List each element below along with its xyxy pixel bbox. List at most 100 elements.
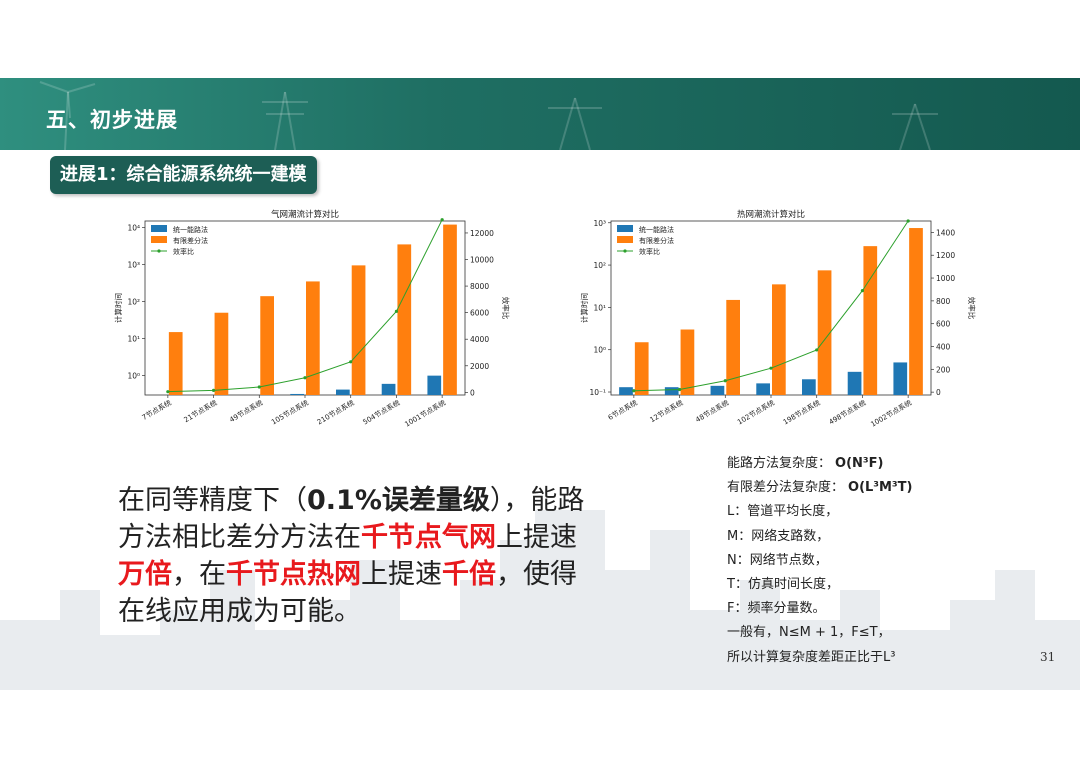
bar-统一能路法 [664, 387, 679, 395]
note-line-9: 所以计算复杂度差距正比于L³ [727, 649, 896, 665]
legend-label: 统一能路法 [639, 225, 674, 234]
x-tick-label: 1001节点系统 [403, 398, 447, 429]
legend-label: 统一能路法 [173, 225, 208, 234]
bar-有限差分法 [863, 246, 878, 395]
y2-tick-label: 600 [936, 320, 951, 329]
main-text-1: 在同等精度下（ [118, 485, 307, 516]
note-line-1: 能路方法复杂度： O(N³F) [727, 452, 912, 476]
note-line-2: 有限差分法复杂度： O(L³M³T) [727, 476, 912, 500]
bar-有限差分法 [680, 329, 695, 395]
note-line-8: 一般有，N≤M + 1，F≤T， [727, 625, 891, 641]
legend-swatch [151, 225, 167, 232]
bar-有限差分法 [817, 270, 832, 395]
banner-decoration [39, 81, 938, 150]
x-tick-label: 48节点系统 [694, 398, 730, 424]
y-tick-label: 10³ [127, 261, 140, 270]
gas-network-chart-svg: 气网潮流计算对比 10⁰ 10¹ 10² 10³ 10⁴ 0 2000 4000 6000 8000… [113, 209, 511, 429]
x-tick-label: 7节点系统 [140, 398, 173, 422]
efficiency-point [677, 387, 682, 392]
subtitle-badge: 进展1：综合能源系统统一建模 [50, 156, 317, 194]
heat-network-chart-svg: 热网潮流计算对比 10⁻¹ 10⁰ 10¹ 10² 10³ 0 200 400 600 800 100… [579, 209, 977, 429]
main-text-2: ），能路方法相比差分方法在 [118, 485, 585, 553]
legend-swatch-point [157, 249, 161, 253]
x-tick-label: 102节点系统 [736, 398, 776, 426]
bar-统一能路法 [290, 393, 304, 395]
efficiency-point [394, 309, 399, 313]
y-tick-label: 10¹ [593, 303, 606, 312]
x-tick-label: 198节点系统 [781, 398, 821, 426]
note-line-4: M：网络支路数， [727, 528, 830, 544]
x-tick-label: 1002节点系统 [869, 398, 913, 429]
x-tick-label: 21节点系统 [182, 398, 218, 424]
efficiency-point [303, 376, 307, 380]
legend-label: 有限差分法 [173, 236, 208, 245]
x-tick-label: 498节点系统 [827, 398, 867, 426]
legend-label: 效率比 [639, 247, 660, 256]
bar-统一能路法 [802, 379, 816, 395]
x-tick-label: 504节点系统 [361, 398, 401, 426]
bar-有限差分法 [772, 284, 786, 395]
x-tick-label: 6节点系统 [606, 398, 639, 422]
note-fd-label: 有限差分法复杂度： [727, 480, 845, 496]
bar-有限差分法 [214, 312, 229, 395]
bar-有限差分法 [351, 265, 366, 395]
y2-tick-label: 0 [936, 388, 941, 397]
y-tick-label: 10³ [593, 219, 606, 228]
bar-统一能路法 [381, 383, 396, 395]
y2-tick-label: 8000 [470, 282, 489, 291]
legend-label: 有限差分法 [639, 236, 674, 245]
y2-axis-label: 效率比 [967, 297, 977, 320]
main-text-5: 上提速 [361, 559, 442, 590]
bar-有限差分法 [397, 244, 412, 395]
bar-有限差分法 [443, 224, 457, 395]
efficiency-point [906, 219, 910, 223]
bar-统一能路法 [893, 362, 908, 395]
y2-tick-label: 400 [936, 343, 951, 352]
note-energy-path-formula: O(N³F) [835, 456, 884, 471]
main-text-6: ，使得在线应用成为可能。 [118, 559, 577, 627]
y-tick-label: 10⁴ [127, 224, 140, 233]
efficiency-point [257, 385, 261, 389]
main-text-3: 上提速 [496, 522, 577, 553]
bar-有限差分法 [726, 299, 740, 395]
y2-tick-label: 6000 [470, 309, 489, 318]
note-line-5: N：网络节点数， [727, 552, 828, 568]
bar-有限差分法 [909, 228, 923, 395]
bar-统一能路法 [756, 383, 770, 395]
bar-有限差分法 [634, 342, 649, 395]
y2-tick-label: 1400 [936, 228, 955, 237]
y2-tick-label: 0 [470, 388, 475, 397]
y2-tick-label: 2000 [470, 362, 489, 371]
y2-tick-label: 10000 [470, 256, 494, 265]
efficiency-point [211, 388, 216, 392]
legend-label: 效率比 [173, 247, 194, 256]
legend-swatch [151, 236, 167, 243]
y-axis-label: 计算时间 [579, 293, 589, 323]
main-text-gas-speedup: 万倍 [118, 559, 172, 590]
y-tick-label: 10¹ [127, 335, 140, 344]
header-banner [0, 78, 1080, 150]
gas-network-chart: 气网潮流计算对比 10⁰ 10¹ 10² 10³ 10⁴ 0 2000 4000 6000 8000… [100, 205, 520, 439]
bar-有限差分法 [260, 296, 274, 395]
page-number: 31 [1040, 650, 1056, 664]
efficiency-point [440, 218, 444, 222]
efficiency-point [769, 366, 773, 370]
bar-统一能路法 [619, 387, 633, 395]
y2-tick-label: 4000 [470, 335, 489, 344]
note-line-7: F：频率分量数。 [727, 601, 826, 617]
y2-tick-label: 800 [936, 297, 951, 306]
main-text-heat-net: 千节点热网 [226, 559, 361, 590]
note-fd-formula: O(L³M³T) [848, 480, 913, 496]
x-tick-label: 49节点系统 [228, 398, 264, 424]
x-tick-label: 210节点系统 [315, 398, 355, 426]
y-tick-label: 10⁻¹ [589, 388, 606, 397]
y2-axis-label: 效率比 [501, 297, 511, 320]
bar-统一能路法 [847, 371, 862, 395]
y-tick-label: 10² [127, 298, 140, 307]
bar-有限差分法 [306, 281, 320, 395]
y2-tick-label: 12000 [470, 229, 494, 238]
y2-tick-label: 1200 [936, 251, 955, 260]
bar-统一能路法 [336, 389, 350, 395]
efficiency-point [166, 390, 170, 394]
efficiency-point [349, 360, 353, 364]
